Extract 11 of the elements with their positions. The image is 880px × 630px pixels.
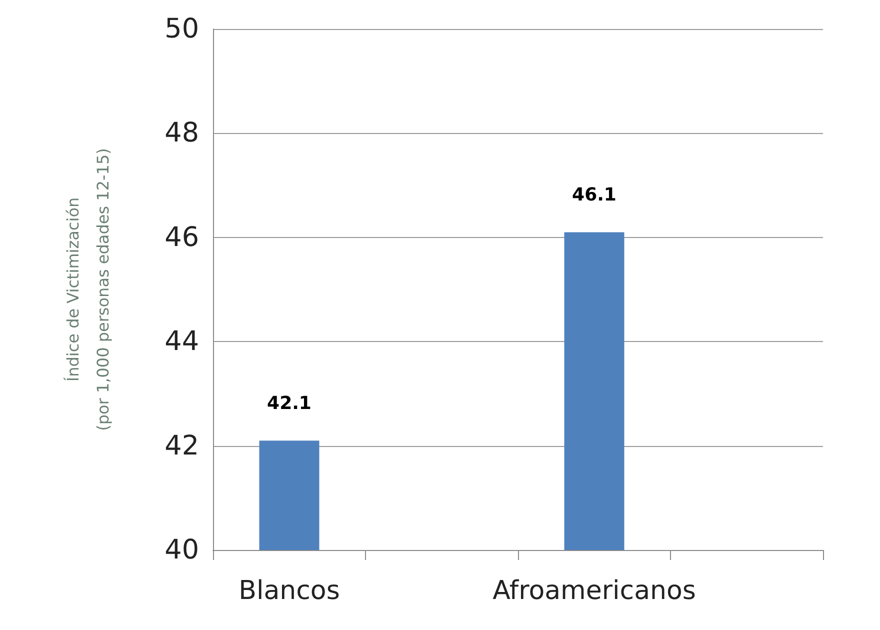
x-tick-label: Blancos (238, 576, 340, 606)
y-tick-label: 50 (164, 14, 199, 44)
y-tick-label: 44 (164, 326, 199, 358)
y-tick-label: 48 (164, 118, 199, 149)
y-tick-label: 40 (164, 534, 199, 566)
data-label: 46.1 (572, 184, 616, 206)
data-label: 42.1 (267, 393, 312, 414)
y-tick-label: 42 (164, 430, 199, 462)
y-tick-label: 46 (164, 222, 199, 253)
x-tick-label: Afroamericanos (492, 576, 696, 606)
y-axis-title: Índice de Victimización (por 1,000 personas edades 12-15) (64, 148, 112, 431)
